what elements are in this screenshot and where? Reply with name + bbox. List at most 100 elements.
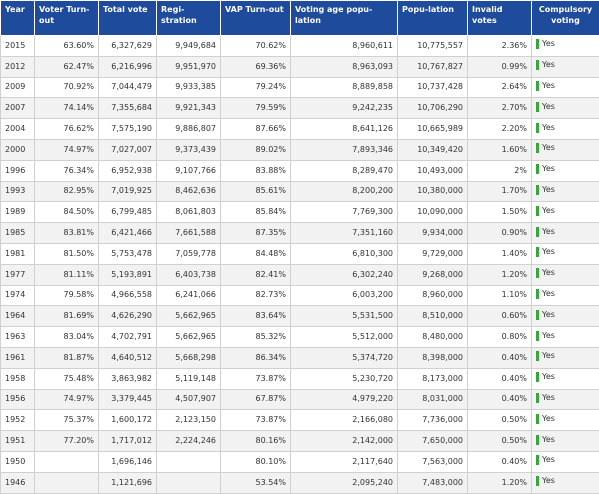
compulsory-label: Yes xyxy=(542,102,555,112)
cell-year: 2004 xyxy=(1,119,35,140)
cell-vap-turnout: 53.54% xyxy=(221,472,291,493)
green-bar-icon xyxy=(536,123,539,133)
compulsory-label: Yes xyxy=(542,143,555,153)
cell-voting-age-population: 6,302,240 xyxy=(291,264,398,285)
green-bar-icon xyxy=(536,414,539,424)
cell-vap-turnout: 86.34% xyxy=(221,347,291,368)
cell-year: 1985 xyxy=(1,223,35,244)
compulsory-flag: Yes xyxy=(536,268,555,278)
header-total-vote[interactable]: Total vote xyxy=(99,1,157,36)
cell-invalid-votes: 2.64% xyxy=(468,77,532,98)
cell-voting-age-population: 2,166,080 xyxy=(291,410,398,431)
cell-compulsory-voting: Yes xyxy=(532,410,599,431)
cell-voting-age-population: 8,289,470 xyxy=(291,160,398,181)
compulsory-flag: Yes xyxy=(536,289,555,299)
compulsory-flag: Yes xyxy=(536,60,555,70)
cell-compulsory-voting: Yes xyxy=(532,389,599,410)
cell-vap-turnout: 85.61% xyxy=(221,181,291,202)
cell-voter-turnout: 81.50% xyxy=(35,243,99,264)
cell-total-vote: 6,327,629 xyxy=(99,36,157,57)
compulsory-flag: Yes xyxy=(536,435,555,445)
cell-year: 1964 xyxy=(1,306,35,327)
cell-voting-age-population: 8,963,093 xyxy=(291,56,398,77)
cell-invalid-votes: 1.70% xyxy=(468,181,532,202)
green-bar-icon xyxy=(536,143,539,153)
cell-vap-turnout: 83.64% xyxy=(221,306,291,327)
cell-year: 1963 xyxy=(1,327,35,348)
cell-compulsory-voting: Yes xyxy=(532,472,599,493)
header-voter-turnout[interactable]: Voter Turn-out xyxy=(35,1,99,36)
header-voting-age-population[interactable]: Voting age popu-lation xyxy=(291,1,398,36)
cell-vap-turnout: 80.10% xyxy=(221,451,291,472)
green-bar-icon xyxy=(536,393,539,403)
cell-vap-turnout: 87.35% xyxy=(221,223,291,244)
cell-voter-turnout: 82.95% xyxy=(35,181,99,202)
cell-compulsory-voting: Yes xyxy=(532,431,599,452)
cell-voting-age-population: 4,979,220 xyxy=(291,389,398,410)
cell-invalid-votes: 0.40% xyxy=(468,368,532,389)
cell-voter-turnout: 81.69% xyxy=(35,306,99,327)
cell-year: 1946 xyxy=(1,472,35,493)
green-bar-icon xyxy=(536,372,539,382)
compulsory-label: Yes xyxy=(542,123,555,133)
cell-invalid-votes: 1.20% xyxy=(468,264,532,285)
cell-vap-turnout: 89.02% xyxy=(221,139,291,160)
cell-registration xyxy=(157,472,221,493)
cell-year: 1974 xyxy=(1,285,35,306)
header-registration[interactable]: Regi-stration xyxy=(157,1,221,36)
compulsory-flag: Yes xyxy=(536,102,555,112)
cell-voter-turnout: 74.97% xyxy=(35,389,99,410)
cell-year: 1951 xyxy=(1,431,35,452)
green-bar-icon xyxy=(536,435,539,445)
header-year[interactable]: Year xyxy=(1,1,35,36)
cell-voting-age-population: 7,893,346 xyxy=(291,139,398,160)
cell-compulsory-voting: Yes xyxy=(532,119,599,140)
header-vap-turnout[interactable]: VAP Turn-out xyxy=(221,1,291,36)
cell-vap-turnout: 79.24% xyxy=(221,77,291,98)
cell-year: 2007 xyxy=(1,98,35,119)
green-bar-icon xyxy=(536,310,539,320)
green-bar-icon xyxy=(536,39,539,49)
cell-registration: 4,507,907 xyxy=(157,389,221,410)
cell-population: 10,775,557 xyxy=(398,36,468,57)
header-compulsory-voting[interactable]: Compulsory voting xyxy=(532,1,599,36)
cell-total-vote: 3,379,445 xyxy=(99,389,157,410)
cell-registration: 9,949,684 xyxy=(157,36,221,57)
header-invalid-votes[interactable]: Invalid votes xyxy=(468,1,532,36)
cell-year: 2000 xyxy=(1,139,35,160)
cell-voting-age-population: 6,003,200 xyxy=(291,285,398,306)
header-population[interactable]: Popu-lation xyxy=(398,1,468,36)
cell-compulsory-voting: Yes xyxy=(532,181,599,202)
cell-voting-age-population: 9,242,235 xyxy=(291,98,398,119)
cell-total-vote: 7,027,007 xyxy=(99,139,157,160)
compulsory-flag: Yes xyxy=(536,123,555,133)
cell-year: 1958 xyxy=(1,368,35,389)
cell-invalid-votes: 1.60% xyxy=(468,139,532,160)
cell-population: 8,960,000 xyxy=(398,285,468,306)
compulsory-flag: Yes xyxy=(536,81,555,91)
compulsory-flag: Yes xyxy=(536,164,555,174)
cell-vap-turnout: 73.87% xyxy=(221,368,291,389)
compulsory-label: Yes xyxy=(542,247,555,257)
cell-total-vote: 5,193,891 xyxy=(99,264,157,285)
cell-total-vote: 4,626,290 xyxy=(99,306,157,327)
cell-registration: 5,119,148 xyxy=(157,368,221,389)
cell-registration: 9,107,766 xyxy=(157,160,221,181)
compulsory-label: Yes xyxy=(542,393,555,403)
cell-population: 7,563,000 xyxy=(398,451,468,472)
cell-voting-age-population: 5,374,720 xyxy=(291,347,398,368)
cell-population: 8,480,000 xyxy=(398,327,468,348)
cell-registration: 6,241,066 xyxy=(157,285,221,306)
cell-total-vote: 1,600,172 xyxy=(99,410,157,431)
cell-voting-age-population: 2,095,240 xyxy=(291,472,398,493)
cell-compulsory-voting: Yes xyxy=(532,243,599,264)
cell-voting-age-population: 8,200,200 xyxy=(291,181,398,202)
